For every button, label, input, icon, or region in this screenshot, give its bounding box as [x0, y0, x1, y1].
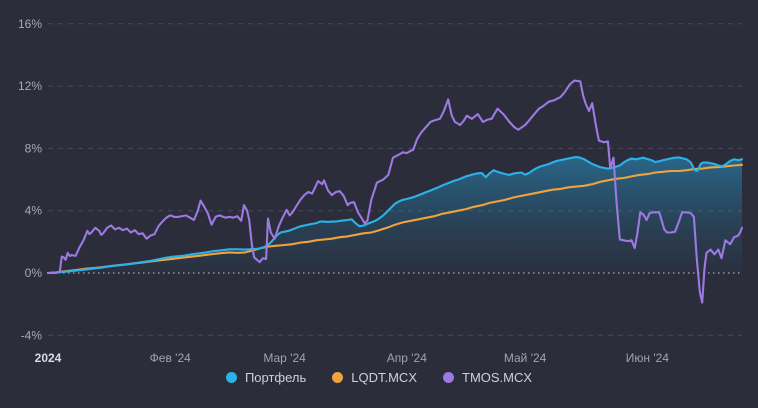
- chart-legend: Портфель LQDT.MCX TMOS.MCX: [0, 370, 758, 385]
- x-axis-tick-label: Апр '24: [387, 351, 427, 365]
- legend-label-portfolio: Портфель: [244, 370, 307, 385]
- lqdt-series-dot-icon: [332, 372, 344, 383]
- x-axis-tick-label: Фев '24: [150, 351, 191, 365]
- series-line-lqdt-mcx: [46, 163, 744, 275]
- legend-label-lqdt: LQDT.MCX: [351, 370, 417, 385]
- y-axis-tick-label: 4%: [25, 204, 43, 218]
- y-axis-tick-label: 16%: [18, 17, 42, 31]
- y-axis-tick-label: 0%: [25, 266, 43, 280]
- portfolio-area-fill: [48, 157, 742, 273]
- portfolio-series-dot-icon: [225, 372, 237, 383]
- x-axis-tick-label: 2024: [35, 351, 62, 365]
- legend-item-lqdt[interactable]: LQDT.MCX: [332, 370, 417, 385]
- tmos-series-dot-icon: [443, 372, 454, 383]
- legend-item-portfolio[interactable]: Портфель: [225, 370, 307, 385]
- x-axis-tick-label: Май '24: [504, 351, 547, 365]
- y-axis-tick-label: 12%: [18, 79, 42, 93]
- legend-item-tmos[interactable]: TMOS.MCX: [443, 370, 532, 385]
- series-line-портфель: [46, 155, 744, 275]
- legend-label-tmos: TMOS.MCX: [462, 370, 533, 385]
- x-axis-tick-label: Мар '24: [263, 351, 306, 365]
- x-axis-tick-label: Июн '24: [626, 351, 670, 365]
- y-axis-tick-label: 8%: [25, 141, 43, 155]
- series-line-tmos-mcx: [46, 79, 744, 304]
- y-axis-tick-label: -4%: [21, 328, 43, 342]
